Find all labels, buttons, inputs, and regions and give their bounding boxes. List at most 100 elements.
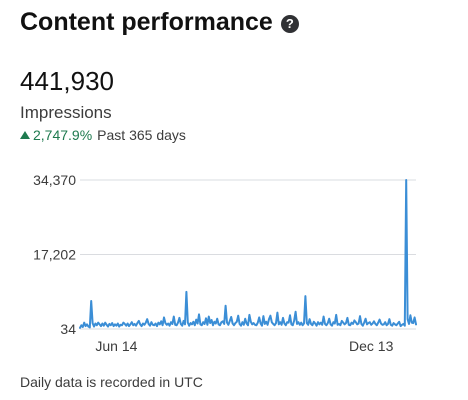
data-point [127, 323, 128, 324]
data-point [341, 320, 342, 321]
data-point [250, 321, 251, 322]
data-point [399, 321, 400, 322]
data-point [348, 324, 349, 325]
data-point [401, 324, 402, 325]
data-point [413, 322, 414, 323]
data-point [253, 322, 254, 323]
data-point [176, 325, 177, 326]
data-point [287, 322, 288, 323]
data-point [134, 323, 135, 324]
data-point [144, 324, 145, 325]
data-point [345, 322, 346, 323]
data-point [406, 179, 407, 180]
y-tick-label: 17,202 [33, 247, 76, 263]
data-point [219, 325, 220, 326]
x-axis-labels: Jun 14 Dec 13 [95, 338, 393, 354]
data-point [238, 315, 239, 316]
data-point [264, 323, 265, 324]
data-point [155, 323, 156, 324]
data-point [208, 316, 209, 317]
change-row: 2,747.9% Past 365 days [20, 127, 186, 143]
data-point [376, 325, 377, 326]
data-point [351, 322, 352, 323]
data-point [355, 322, 356, 323]
data-point [312, 325, 313, 326]
data-point [162, 325, 163, 326]
data-point [221, 322, 222, 323]
data-point [212, 325, 213, 326]
data-point [172, 323, 173, 324]
data-point [110, 325, 111, 326]
metric-label: Impressions [20, 103, 112, 122]
data-point [392, 325, 393, 326]
data-point [92, 322, 93, 323]
data-point [404, 325, 405, 326]
data-point [368, 322, 369, 323]
help-circle-icon[interactable]: ? [280, 14, 299, 33]
data-point [369, 322, 370, 323]
data-point [120, 324, 121, 325]
data-point [240, 325, 241, 326]
data-point [334, 323, 335, 324]
x-tick-label: Dec 13 [349, 338, 394, 354]
data-points [79, 179, 416, 328]
data-point [317, 322, 318, 323]
y-tick-label: 34,370 [33, 172, 76, 188]
data-point [305, 296, 306, 297]
data-point [301, 322, 302, 323]
data-point [152, 324, 153, 325]
data-point [382, 324, 383, 325]
data-point [201, 325, 202, 326]
data-point [114, 324, 115, 325]
data-point [319, 324, 320, 325]
data-point [394, 324, 395, 325]
data-point [200, 324, 201, 325]
data-point [270, 315, 271, 316]
data-point [214, 321, 215, 322]
y-axis-labels: 34 17,202 34,370 [33, 172, 76, 337]
data-point [246, 323, 247, 324]
data-point [112, 322, 113, 323]
data-point [210, 322, 211, 323]
data-point [102, 323, 103, 324]
data-point [107, 326, 108, 327]
data-point [350, 325, 351, 326]
data-point [284, 323, 285, 324]
data-point [231, 316, 232, 317]
data-point [291, 324, 292, 325]
data-point [261, 325, 262, 326]
data-point [366, 324, 367, 325]
data-point [257, 322, 258, 323]
data-point [309, 319, 310, 320]
data-point [285, 325, 286, 326]
data-point [365, 318, 366, 319]
period-label: Past 365 days [97, 127, 186, 143]
data-point [380, 323, 381, 324]
data-point [280, 322, 281, 323]
data-point [320, 322, 321, 323]
data-point [173, 316, 174, 317]
data-point [410, 315, 411, 316]
data-point [191, 324, 192, 325]
data-point [385, 322, 386, 323]
data-point [352, 323, 353, 324]
data-point [343, 322, 344, 323]
data-point [211, 319, 212, 320]
data-point [292, 325, 293, 326]
data-point [354, 320, 355, 321]
data-point [249, 314, 250, 315]
data-point [190, 322, 191, 323]
data-point [165, 322, 166, 323]
data-point [387, 323, 388, 324]
data-point [323, 316, 324, 317]
data-point [103, 325, 104, 326]
data-point [316, 325, 317, 326]
data-point [105, 322, 106, 323]
data-point [179, 317, 180, 318]
data-point [288, 322, 289, 323]
data-point [302, 325, 303, 326]
data-point [306, 322, 307, 323]
data-point [133, 325, 134, 326]
data-point [408, 323, 409, 324]
data-point [130, 324, 131, 325]
